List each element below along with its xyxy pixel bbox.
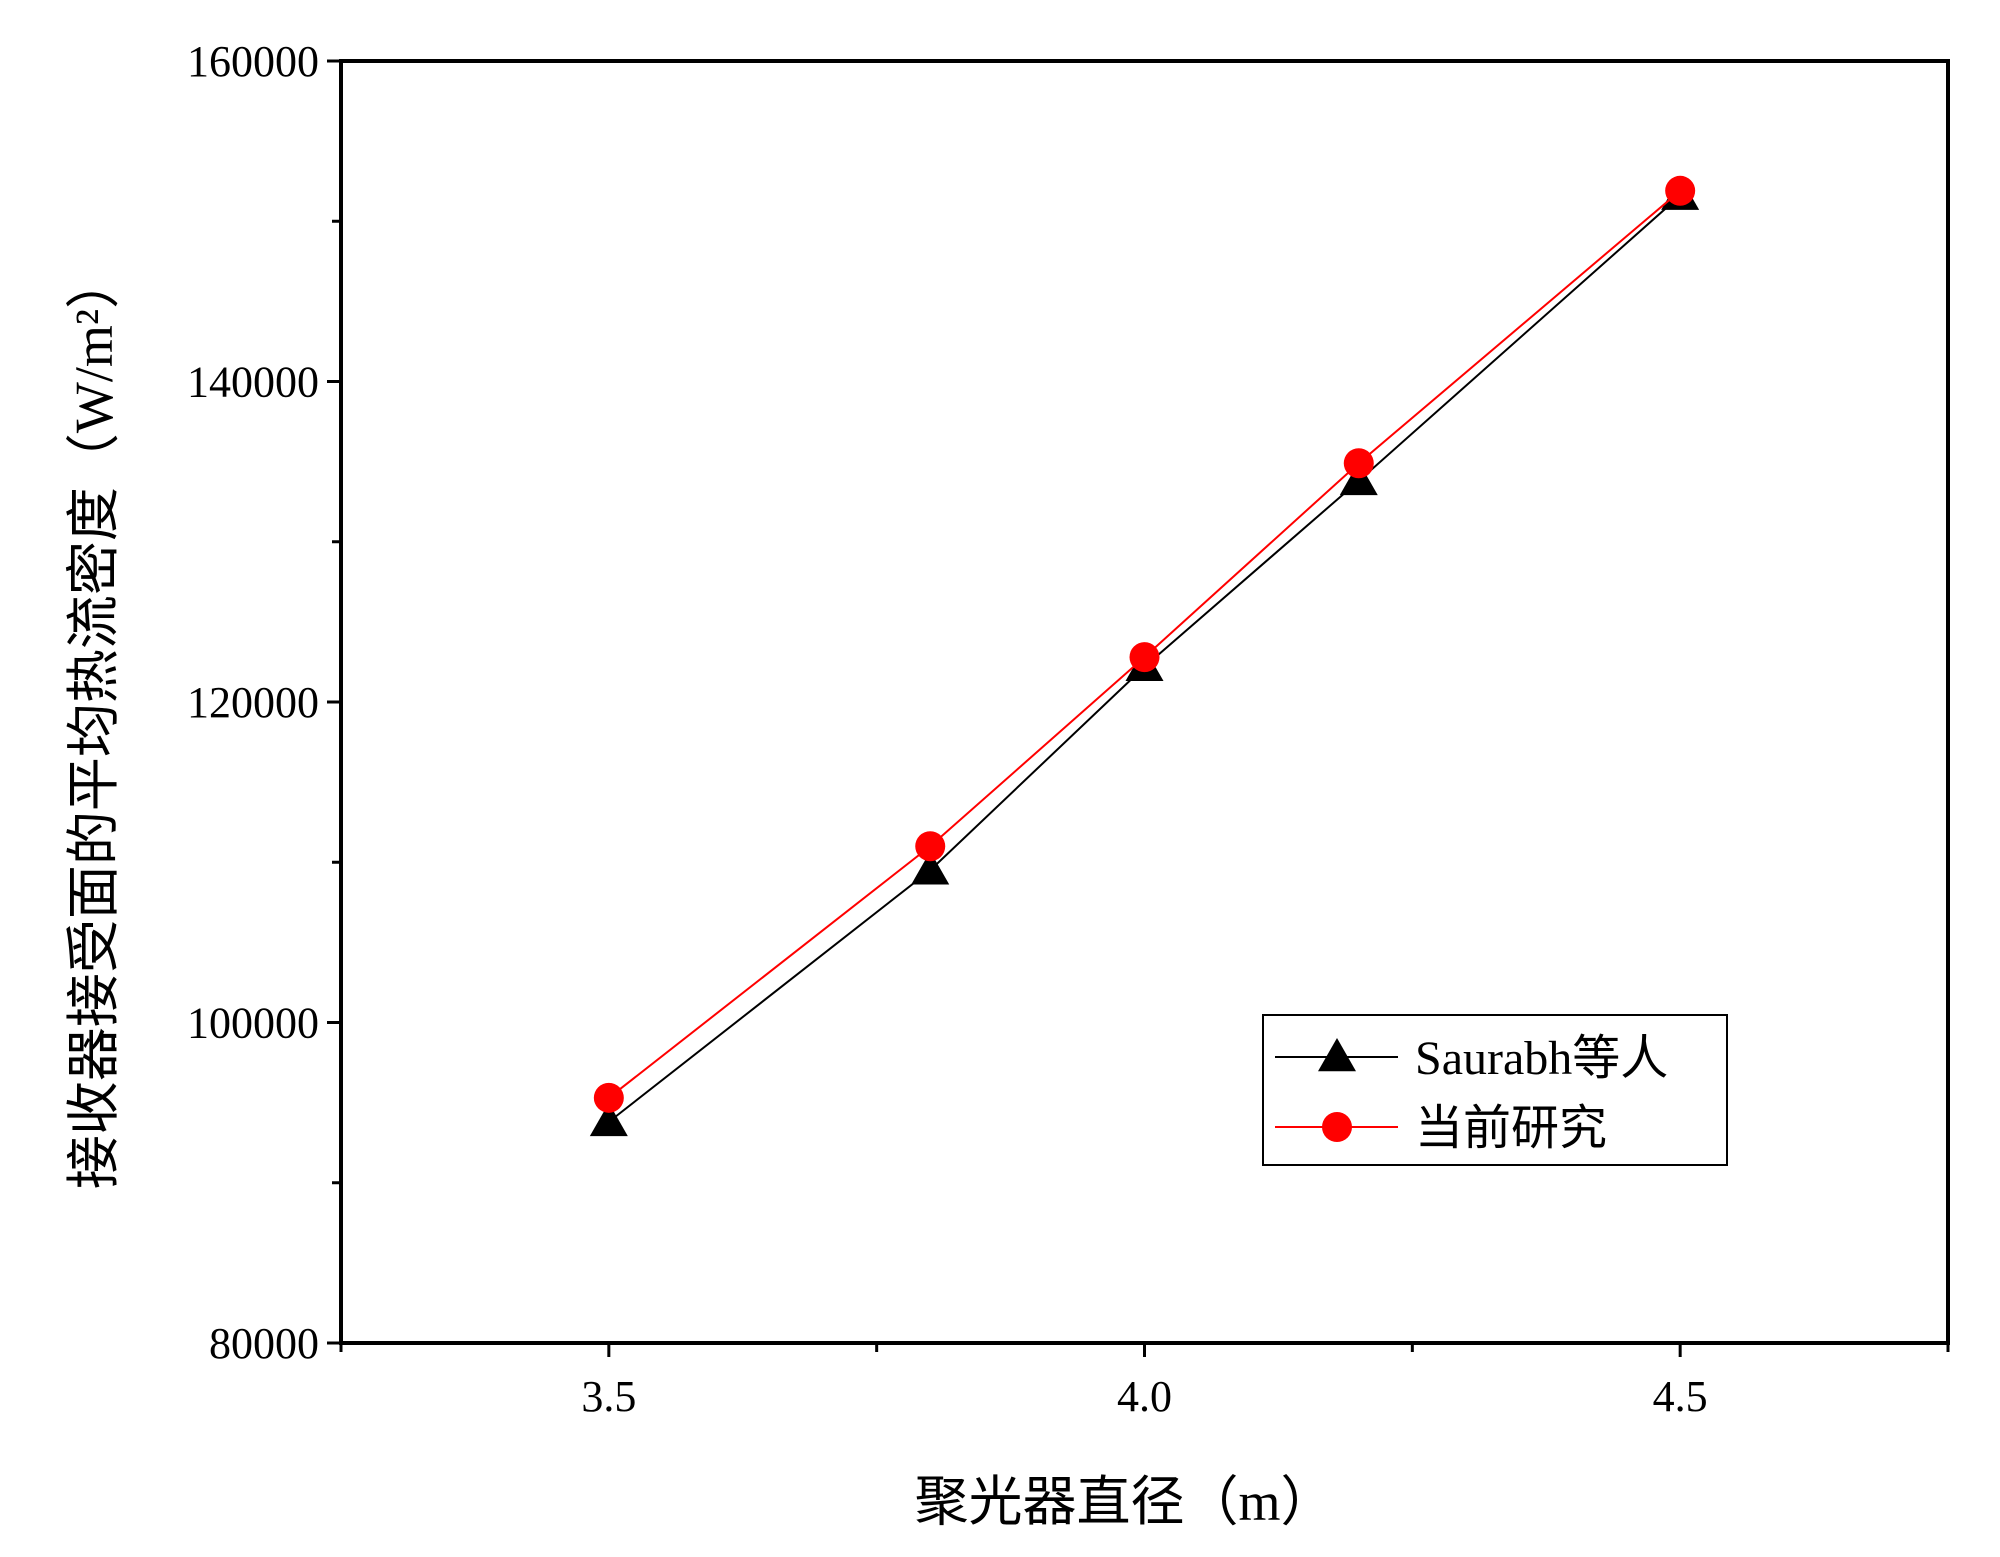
series-2 [593, 175, 1696, 1113]
legend-label: 当前研究 [1415, 1102, 1607, 1155]
y-tick-label: 100000 [187, 999, 319, 1048]
y-tick-label: 140000 [187, 358, 319, 407]
y-axis-title: 接收器接受面的平均热流密度（W/m²） [64, 255, 124, 1189]
x-tick-label: 4.5 [1653, 1372, 1708, 1421]
data-point [593, 1082, 624, 1113]
y-tick-label: 160000 [187, 37, 319, 86]
data-point [915, 831, 946, 862]
data-point [1129, 642, 1160, 673]
data-point [1343, 448, 1374, 479]
series-layer [589, 175, 1700, 1137]
data-point [1339, 461, 1378, 496]
x-tick-label: 3.5 [581, 1372, 636, 1421]
data-point [589, 1102, 628, 1137]
legend-marker [1322, 1112, 1352, 1142]
axis-ticks: 3.5 4.0 4.5 80000 100000 120000 140000 160000 [187, 37, 1950, 1421]
legend-item: 当前研究 [1275, 1102, 1607, 1155]
legend-label: Saurabh等人 [1415, 1032, 1668, 1085]
y-tick-label: 120000 [187, 678, 319, 727]
data-point [911, 851, 950, 885]
x-axis-title: 聚光器直径（m） [914, 1472, 1334, 1532]
y-tick-label: 80000 [209, 1319, 319, 1368]
x-tick-label: 4.0 [1117, 1372, 1172, 1421]
legend-item: Saurabh等人 [1275, 1032, 1668, 1085]
legend-marker [1318, 1038, 1356, 1072]
data-point [1665, 175, 1696, 206]
